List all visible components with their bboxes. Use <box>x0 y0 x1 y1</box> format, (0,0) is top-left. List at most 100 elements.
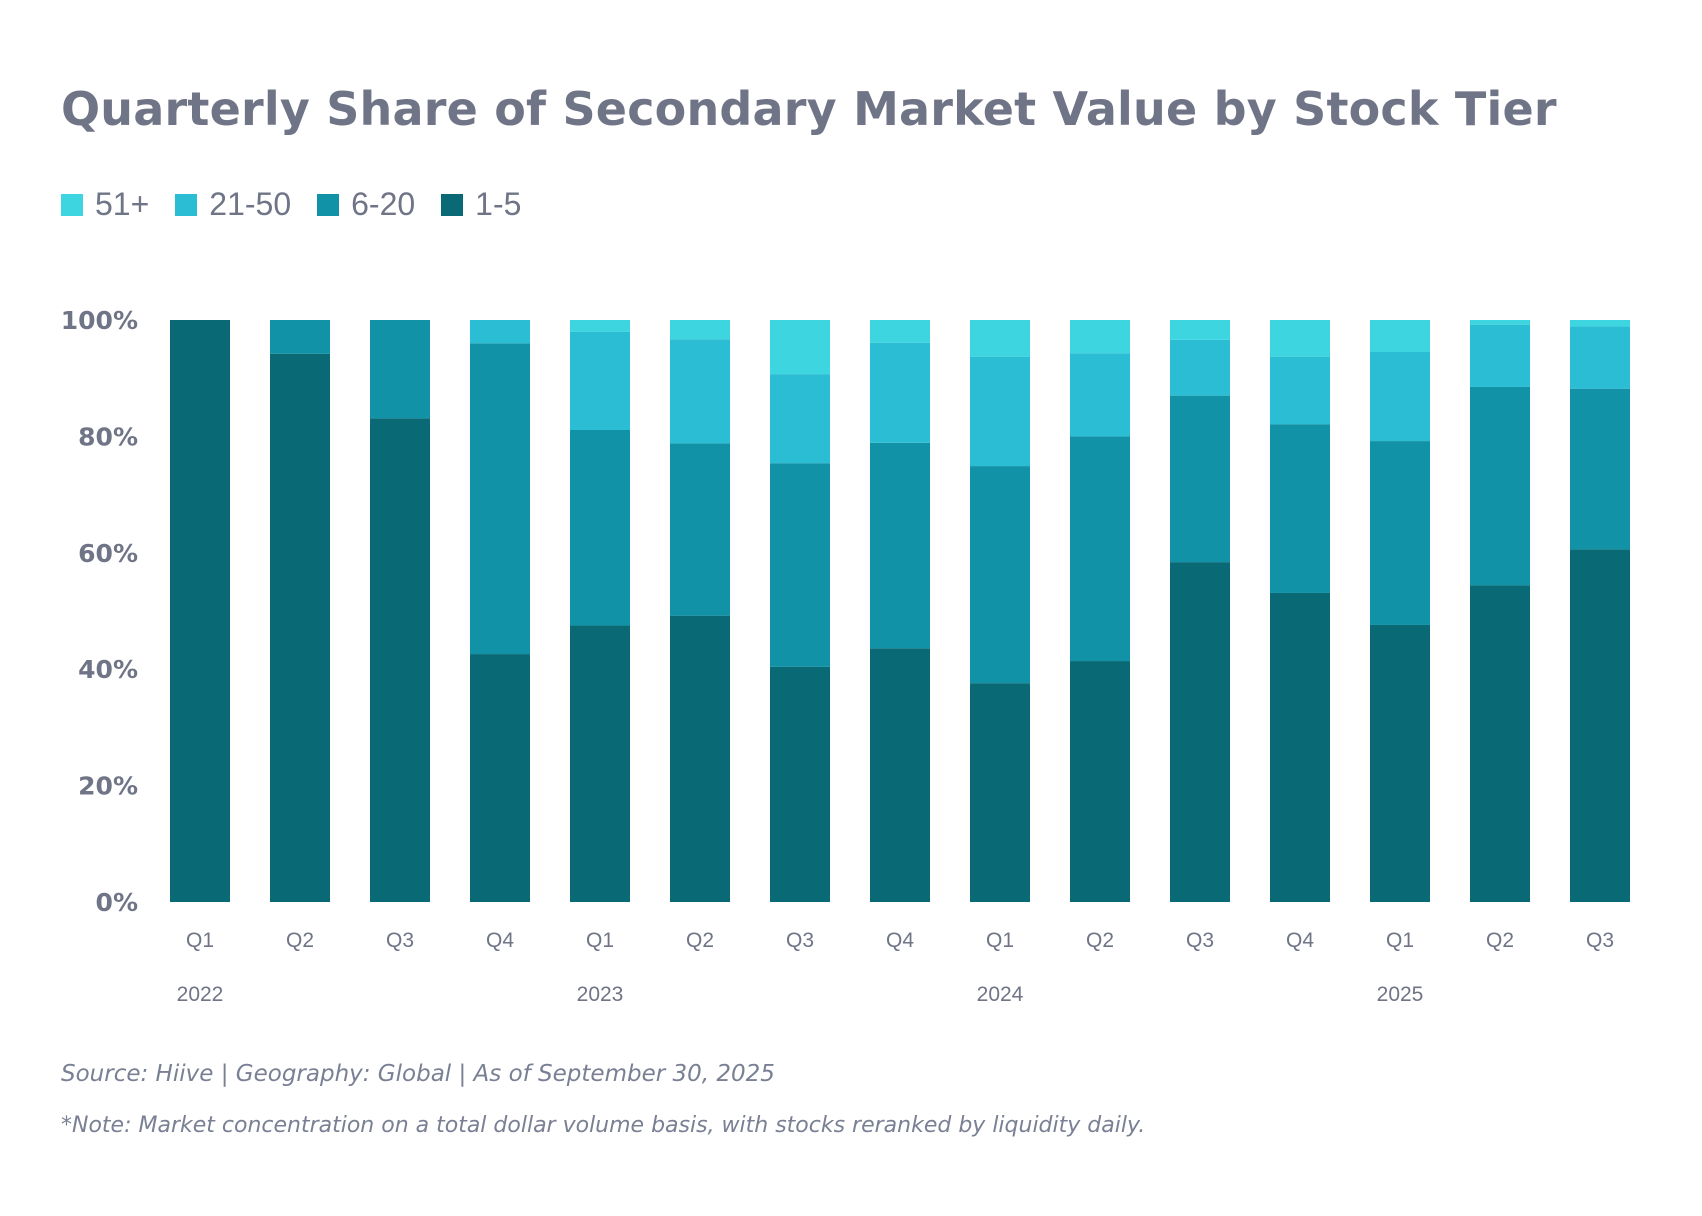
bar-segment-21-50 <box>570 331 630 430</box>
bar-segment-51-plus <box>1570 320 1630 327</box>
bar-segment-6-20 <box>470 343 530 655</box>
legend-item-51-plus: 51+ <box>61 186 149 223</box>
bar-segment-51-plus <box>770 320 830 375</box>
bar-segment-51-plus <box>970 320 1030 357</box>
note-text: *Note: Market concentration on a total d… <box>61 1113 1146 1138</box>
bar-segment-1-5 <box>1470 585 1530 902</box>
x-tick-label: Q2 <box>1086 929 1114 952</box>
x-tick-label: Q3 <box>386 929 414 952</box>
bar-segment-21-50 <box>1470 324 1530 387</box>
bar-stack <box>1570 320 1630 902</box>
x-tick-label: Q3 <box>1586 929 1614 952</box>
bar-segment-1-5 <box>470 654 530 902</box>
bar-segment-21-50 <box>1570 326 1630 389</box>
x-tick-label: Q3 <box>1186 929 1214 952</box>
bar-stack <box>870 320 930 902</box>
bar-segment-51-plus <box>870 320 930 343</box>
bar-segment-1-5 <box>570 625 630 902</box>
bar-stack <box>1470 320 1530 902</box>
bar-segment-21-50 <box>870 342 930 443</box>
chart-title: Quarterly Share of Secondary Market Valu… <box>61 82 1557 136</box>
x-tick-label: Q2 <box>286 929 314 952</box>
bar-stacks <box>170 320 1630 903</box>
bar-segment-1-5 <box>1370 624 1430 902</box>
x-axis: Q1 Q2 Q3 Q4 Q1 Q2 Q3 Q4 Q1 Q2 Q3 Q4 Q1 Q2 Q3 2022 2023 20… <box>177 929 1614 1006</box>
bar-segment-21-50 <box>1270 356 1330 425</box>
y-tick-label: 60% <box>78 539 138 568</box>
y-axis: 0% 20% 40% 60% 80% 100% <box>61 306 138 917</box>
bar-stack <box>970 320 1030 902</box>
x-tick-label: Q1 <box>1386 929 1414 952</box>
bar-segment-6-20 <box>770 463 830 667</box>
legend-label-21-50: 21-50 <box>209 186 292 222</box>
bar-segment-21-50 <box>1370 352 1430 442</box>
bar-segment-6-20 <box>1470 386 1530 586</box>
bar-segment-6-20 <box>1270 424 1330 593</box>
x-tick-label: Q1 <box>986 929 1014 952</box>
legend-swatch-1-5 <box>441 193 464 216</box>
x-tick-label: Q1 <box>586 929 614 952</box>
x-tick-label: Q4 <box>486 929 514 952</box>
x-tick-label: Q1 <box>186 929 214 952</box>
bar-segment-1-5 <box>270 353 330 903</box>
legend-label-51-plus: 51+ <box>95 186 150 222</box>
legend-label-1-5: 1-5 <box>475 186 522 222</box>
bar-stack <box>1370 320 1430 902</box>
bar-segment-1-5 <box>1570 549 1630 902</box>
bar-stack <box>470 320 530 902</box>
year-label: 2024 <box>977 983 1024 1006</box>
bar-segment-51-plus <box>1070 320 1130 354</box>
legend-swatch-21-50 <box>175 193 198 216</box>
bar-segment-21-50 <box>770 374 830 464</box>
bar-segment-21-50 <box>470 320 530 344</box>
bar-segment-6-20 <box>570 429 630 626</box>
bar-segment-51-plus <box>1270 320 1330 357</box>
bar-segment-51-plus <box>1170 320 1230 340</box>
bar-segment-6-20 <box>1170 395 1230 563</box>
bar-stack <box>1070 320 1130 902</box>
bar-stack <box>670 320 730 902</box>
bar-segment-1-5 <box>870 648 930 902</box>
bar-segment-21-50 <box>1070 353 1130 437</box>
year-label: 2023 <box>577 983 624 1006</box>
bar-segment-6-20 <box>670 443 730 616</box>
bar-stack <box>170 320 230 902</box>
y-tick-label: 0% <box>96 888 138 917</box>
legend: 51+ 21-50 6-20 1-5 <box>61 186 521 223</box>
legend-item-6-20: 6-20 <box>317 186 415 223</box>
source-text: Source: Hiive | Geography: Global | As o… <box>61 1061 775 1087</box>
legend-swatch-51-plus <box>61 193 83 216</box>
year-label: 2022 <box>177 983 224 1006</box>
bar-segment-1-5 <box>1070 661 1130 902</box>
x-tick-label: Q2 <box>1486 929 1514 952</box>
bar-segment-21-50 <box>970 356 1030 467</box>
bar-segment-6-20 <box>1570 388 1630 550</box>
x-tick-label: Q4 <box>1286 929 1314 952</box>
bar-stack <box>1270 320 1330 902</box>
bar-stack <box>270 320 330 903</box>
bar-segment-1-5 <box>770 666 830 902</box>
x-tick-label: Q4 <box>886 929 914 952</box>
bar-stack <box>1170 320 1230 902</box>
bar-segment-6-20 <box>870 442 930 649</box>
legend-item-21-50: 21-50 <box>175 186 291 223</box>
bar-segment-1-5 <box>970 683 1030 902</box>
bar-segment-6-20 <box>270 320 330 354</box>
bar-segment-51-plus <box>1370 320 1430 353</box>
y-tick-label: 100% <box>61 306 138 335</box>
bar-segment-21-50 <box>1170 339 1230 396</box>
bar-segment-6-20 <box>370 320 430 419</box>
bar-stack <box>570 320 630 902</box>
y-tick-label: 20% <box>78 772 138 801</box>
x-tick-label: Q3 <box>786 929 814 952</box>
x-tick-label: Q2 <box>686 929 714 952</box>
bar-segment-6-20 <box>1070 436 1130 662</box>
y-tick-label: 80% <box>78 422 138 451</box>
bar-stack <box>770 320 830 902</box>
bar-segment-1-5 <box>170 320 230 902</box>
legend-swatch-6-20 <box>317 193 340 216</box>
bar-segment-1-5 <box>370 418 430 902</box>
y-tick-label: 40% <box>78 655 138 684</box>
bar-segment-1-5 <box>670 615 730 902</box>
